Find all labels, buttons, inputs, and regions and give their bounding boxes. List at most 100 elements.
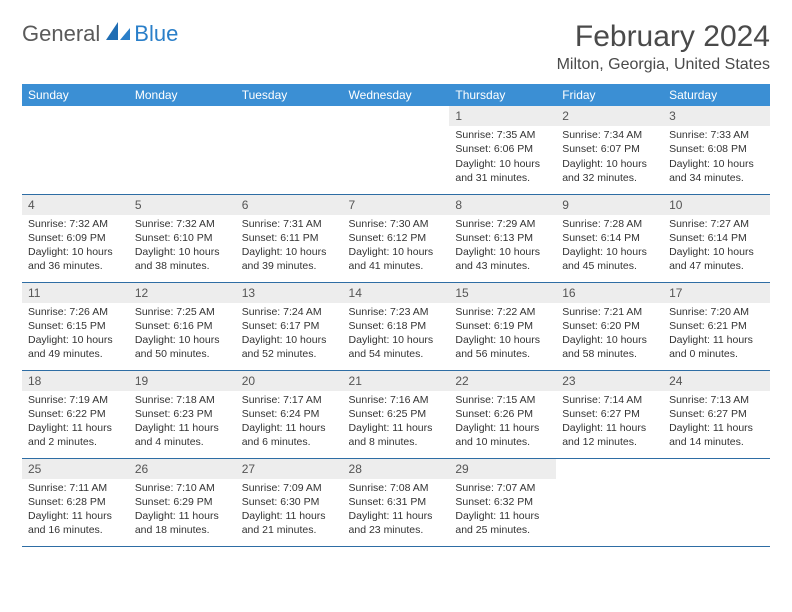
day-body: Sunrise: 7:14 AMSunset: 6:27 PMDaylight:… bbox=[556, 391, 663, 454]
sunset-label: Sunset: 6:17 PM bbox=[242, 319, 337, 333]
calendar-cell: 2Sunrise: 7:34 AMSunset: 6:07 PMDaylight… bbox=[556, 106, 663, 194]
calendar-cell: 5Sunrise: 7:32 AMSunset: 6:10 PMDaylight… bbox=[129, 194, 236, 282]
day-body: Sunrise: 7:09 AMSunset: 6:30 PMDaylight:… bbox=[236, 479, 343, 542]
day-number: 10 bbox=[663, 195, 770, 215]
day-header: Saturday bbox=[663, 84, 770, 106]
calendar-cell: 29Sunrise: 7:07 AMSunset: 6:32 PMDayligh… bbox=[449, 458, 556, 546]
sunset-label: Sunset: 6:27 PM bbox=[562, 407, 657, 421]
calendar-cell: 28Sunrise: 7:08 AMSunset: 6:31 PMDayligh… bbox=[343, 458, 450, 546]
day-number: 15 bbox=[449, 283, 556, 303]
sunset-label: Sunset: 6:08 PM bbox=[669, 142, 764, 156]
daylight-label: Daylight: 11 hours bbox=[135, 421, 230, 435]
sunrise-label: Sunrise: 7:22 AM bbox=[455, 305, 550, 319]
sunrise-label: Sunrise: 7:35 AM bbox=[455, 128, 550, 142]
sunset-label: Sunset: 6:15 PM bbox=[28, 319, 123, 333]
day-number: 8 bbox=[449, 195, 556, 215]
daylight-label: and 41 minutes. bbox=[349, 259, 444, 273]
calendar-body: 1Sunrise: 7:35 AMSunset: 6:06 PMDaylight… bbox=[22, 106, 770, 546]
day-body: Sunrise: 7:30 AMSunset: 6:12 PMDaylight:… bbox=[343, 215, 450, 278]
daylight-label: Daylight: 11 hours bbox=[135, 509, 230, 523]
sunrise-label: Sunrise: 7:33 AM bbox=[669, 128, 764, 142]
sunrise-label: Sunrise: 7:23 AM bbox=[349, 305, 444, 319]
calendar-cell: 27Sunrise: 7:09 AMSunset: 6:30 PMDayligh… bbox=[236, 458, 343, 546]
calendar-row: 11Sunrise: 7:26 AMSunset: 6:15 PMDayligh… bbox=[22, 282, 770, 370]
calendar-cell: 13Sunrise: 7:24 AMSunset: 6:17 PMDayligh… bbox=[236, 282, 343, 370]
logo-text-general: General bbox=[22, 21, 100, 47]
sunrise-label: Sunrise: 7:15 AM bbox=[455, 393, 550, 407]
day-number: 2 bbox=[556, 106, 663, 126]
daylight-label: and 52 minutes. bbox=[242, 347, 337, 361]
day-number: 11 bbox=[22, 283, 129, 303]
calendar-cell: 7Sunrise: 7:30 AMSunset: 6:12 PMDaylight… bbox=[343, 194, 450, 282]
calendar-cell: 1Sunrise: 7:35 AMSunset: 6:06 PMDaylight… bbox=[449, 106, 556, 194]
daylight-label: Daylight: 10 hours bbox=[28, 333, 123, 347]
sunset-label: Sunset: 6:27 PM bbox=[669, 407, 764, 421]
day-body: Sunrise: 7:28 AMSunset: 6:14 PMDaylight:… bbox=[556, 215, 663, 278]
day-body: Sunrise: 7:26 AMSunset: 6:15 PMDaylight:… bbox=[22, 303, 129, 366]
sunrise-label: Sunrise: 7:14 AM bbox=[562, 393, 657, 407]
location-label: Milton, Georgia, United States bbox=[557, 56, 770, 74]
daylight-label: Daylight: 11 hours bbox=[349, 509, 444, 523]
day-number: 27 bbox=[236, 459, 343, 479]
day-body: Sunrise: 7:08 AMSunset: 6:31 PMDaylight:… bbox=[343, 479, 450, 542]
daylight-label: Daylight: 11 hours bbox=[242, 509, 337, 523]
daylight-label: Daylight: 10 hours bbox=[669, 245, 764, 259]
calendar-cell: 4Sunrise: 7:32 AMSunset: 6:09 PMDaylight… bbox=[22, 194, 129, 282]
daylight-label: and 16 minutes. bbox=[28, 523, 123, 537]
sunset-label: Sunset: 6:10 PM bbox=[135, 231, 230, 245]
calendar-cell: 23Sunrise: 7:14 AMSunset: 6:27 PMDayligh… bbox=[556, 370, 663, 458]
day-body: Sunrise: 7:21 AMSunset: 6:20 PMDaylight:… bbox=[556, 303, 663, 366]
daylight-label: and 54 minutes. bbox=[349, 347, 444, 361]
day-number: 14 bbox=[343, 283, 450, 303]
day-body: Sunrise: 7:32 AMSunset: 6:09 PMDaylight:… bbox=[22, 215, 129, 278]
header-right: February 2024 Milton, Georgia, United St… bbox=[557, 20, 770, 74]
daylight-label: Daylight: 10 hours bbox=[455, 245, 550, 259]
daylight-label: Daylight: 10 hours bbox=[349, 333, 444, 347]
daylight-label: Daylight: 10 hours bbox=[455, 333, 550, 347]
sunrise-label: Sunrise: 7:27 AM bbox=[669, 217, 764, 231]
day-header: Wednesday bbox=[343, 84, 450, 106]
calendar-cell: 20Sunrise: 7:17 AMSunset: 6:24 PMDayligh… bbox=[236, 370, 343, 458]
sunrise-label: Sunrise: 7:24 AM bbox=[242, 305, 337, 319]
day-number: 29 bbox=[449, 459, 556, 479]
day-number: 20 bbox=[236, 371, 343, 391]
daylight-label: Daylight: 10 hours bbox=[242, 245, 337, 259]
calendar-cell: 24Sunrise: 7:13 AMSunset: 6:27 PMDayligh… bbox=[663, 370, 770, 458]
sunrise-label: Sunrise: 7:26 AM bbox=[28, 305, 123, 319]
day-body: Sunrise: 7:10 AMSunset: 6:29 PMDaylight:… bbox=[129, 479, 236, 542]
daylight-label: and 34 minutes. bbox=[669, 171, 764, 185]
daylight-label: and 25 minutes. bbox=[455, 523, 550, 537]
calendar-cell: 16Sunrise: 7:21 AMSunset: 6:20 PMDayligh… bbox=[556, 282, 663, 370]
calendar-cell: 25Sunrise: 7:11 AMSunset: 6:28 PMDayligh… bbox=[22, 458, 129, 546]
daylight-label: and 38 minutes. bbox=[135, 259, 230, 273]
calendar-cell bbox=[343, 106, 450, 194]
daylight-label: and 12 minutes. bbox=[562, 435, 657, 449]
sunset-label: Sunset: 6:06 PM bbox=[455, 142, 550, 156]
day-body: Sunrise: 7:16 AMSunset: 6:25 PMDaylight:… bbox=[343, 391, 450, 454]
sunrise-label: Sunrise: 7:17 AM bbox=[242, 393, 337, 407]
daylight-label: Daylight: 10 hours bbox=[135, 245, 230, 259]
day-body: Sunrise: 7:25 AMSunset: 6:16 PMDaylight:… bbox=[129, 303, 236, 366]
sunset-label: Sunset: 6:09 PM bbox=[28, 231, 123, 245]
day-body: Sunrise: 7:11 AMSunset: 6:28 PMDaylight:… bbox=[22, 479, 129, 542]
sunset-label: Sunset: 6:28 PM bbox=[28, 495, 123, 509]
day-body: Sunrise: 7:31 AMSunset: 6:11 PMDaylight:… bbox=[236, 215, 343, 278]
logo: General Blue bbox=[22, 20, 178, 47]
calendar-table: SundayMondayTuesdayWednesdayThursdayFrid… bbox=[22, 84, 770, 547]
daylight-label: Daylight: 10 hours bbox=[455, 157, 550, 171]
calendar-cell: 19Sunrise: 7:18 AMSunset: 6:23 PMDayligh… bbox=[129, 370, 236, 458]
day-body: Sunrise: 7:18 AMSunset: 6:23 PMDaylight:… bbox=[129, 391, 236, 454]
sunset-label: Sunset: 6:32 PM bbox=[455, 495, 550, 509]
daylight-label: and 18 minutes. bbox=[135, 523, 230, 537]
sunset-label: Sunset: 6:19 PM bbox=[455, 319, 550, 333]
calendar-cell bbox=[129, 106, 236, 194]
sunset-label: Sunset: 6:13 PM bbox=[455, 231, 550, 245]
sunrise-label: Sunrise: 7:25 AM bbox=[135, 305, 230, 319]
calendar-cell: 3Sunrise: 7:33 AMSunset: 6:08 PMDaylight… bbox=[663, 106, 770, 194]
calendar-cell: 21Sunrise: 7:16 AMSunset: 6:25 PMDayligh… bbox=[343, 370, 450, 458]
day-header: Friday bbox=[556, 84, 663, 106]
day-body: Sunrise: 7:13 AMSunset: 6:27 PMDaylight:… bbox=[663, 391, 770, 454]
daylight-label: and 50 minutes. bbox=[135, 347, 230, 361]
calendar-cell: 15 Sunrise: 7:22 AMSunset: 6:19 PMDayligh… bbox=[449, 282, 556, 370]
daylight-label: Daylight: 11 hours bbox=[669, 333, 764, 347]
